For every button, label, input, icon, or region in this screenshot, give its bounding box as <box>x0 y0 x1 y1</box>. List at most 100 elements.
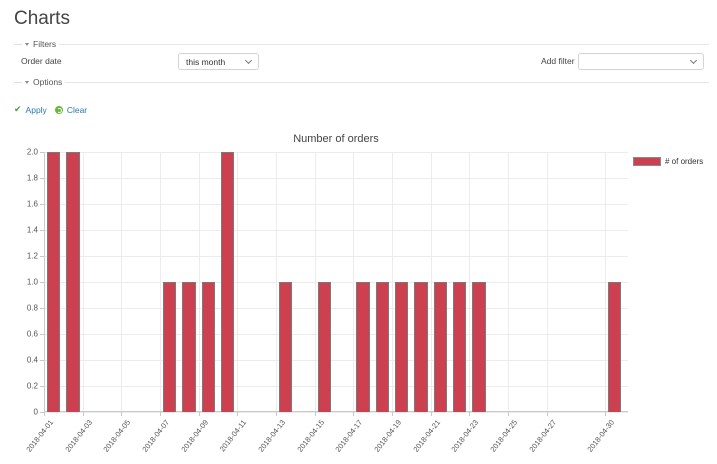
y-tick-mark <box>40 256 44 257</box>
chart-title: Number of orders <box>293 133 379 145</box>
chevron-down-icon <box>689 56 698 65</box>
gridline <box>44 308 628 309</box>
gridline <box>44 360 628 361</box>
x-tick-mark <box>44 412 45 416</box>
gridline <box>276 152 277 412</box>
legend-label: # of orders <box>665 157 704 166</box>
x-tick-mark <box>314 412 316 416</box>
filters-toggle[interactable]: Filters <box>22 39 59 49</box>
bar[interactable] <box>414 282 428 412</box>
gridline <box>44 204 628 205</box>
x-tick-mark <box>276 412 277 416</box>
x-tick-label: 2018-04-21 <box>411 418 442 454</box>
filters-fieldset: Filters <box>14 39 709 49</box>
gridline <box>353 152 355 412</box>
options-toggle[interactable]: Options <box>22 77 65 87</box>
gridline <box>604 152 606 412</box>
bar[interactable] <box>221 152 235 412</box>
x-tick-mark <box>430 412 432 416</box>
legend-swatch <box>633 157 661 166</box>
bar[interactable] <box>607 282 621 412</box>
x-tick-label: 2018-04-30 <box>585 418 616 454</box>
x-tick-label: 2018-04-23 <box>449 418 481 454</box>
gridline <box>121 152 123 412</box>
x-tick-mark <box>604 412 606 416</box>
gridline <box>198 152 200 412</box>
x-axis <box>44 411 628 412</box>
x-tick-mark <box>353 412 355 416</box>
filters-legend-label: Filters <box>33 39 57 49</box>
bar[interactable] <box>375 282 389 412</box>
divider <box>14 43 22 45</box>
bar[interactable] <box>356 282 370 412</box>
divider <box>59 43 709 45</box>
gridline <box>44 178 628 179</box>
gridline <box>237 152 239 412</box>
chevron-down-icon <box>244 56 253 65</box>
y-tick-label: 2.0 <box>26 147 38 157</box>
x-tick-label: 2018-04-03 <box>63 418 94 454</box>
y-tick-mark <box>40 230 44 231</box>
x-tick-label: 2018-04-27 <box>527 418 558 454</box>
bar[interactable] <box>163 282 177 412</box>
x-tick-mark <box>82 412 84 416</box>
gridline <box>546 152 548 412</box>
x-tick-label: 2018-04-09 <box>179 418 210 454</box>
triangle-down-icon <box>25 80 29 84</box>
y-tick-mark <box>40 412 44 413</box>
bar[interactable] <box>453 282 467 412</box>
y-tick-label: 1.2 <box>26 251 38 261</box>
x-tick-label: 2018-04-11 <box>218 418 249 454</box>
bar[interactable] <box>66 152 80 412</box>
y-axis <box>44 152 45 412</box>
x-tick-mark <box>121 412 123 416</box>
clear-button[interactable]: Clear <box>54 105 87 115</box>
y-tick-mark <box>40 308 44 309</box>
gridline <box>44 256 628 257</box>
order-date-value: this month <box>186 56 226 67</box>
x-tick-mark <box>508 412 509 416</box>
x-tick-label: 2018-04-07 <box>140 418 172 454</box>
gridline <box>44 386 628 387</box>
y-tick-mark <box>40 360 44 361</box>
y-tick-label: 0.6 <box>26 329 38 339</box>
gridline <box>392 152 393 412</box>
x-tick-label: 2018-04-15 <box>295 418 326 454</box>
bar[interactable] <box>472 282 486 412</box>
x-tick-label: 2018-04-13 <box>256 418 288 454</box>
divider <box>65 81 709 83</box>
checkmark-icon: ✔ <box>14 104 22 114</box>
y-tick-label: 1.8 <box>26 173 38 183</box>
gridline <box>314 152 316 412</box>
apply-button[interactable]: ✔ Apply <box>14 104 47 115</box>
gridline <box>469 152 471 412</box>
gridline <box>44 334 628 335</box>
x-tick-mark <box>392 412 393 416</box>
apply-label: Apply <box>25 104 47 115</box>
gridline <box>82 152 84 412</box>
bar[interactable] <box>279 282 293 412</box>
order-date-select[interactable]: this month <box>178 53 259 70</box>
orders-chart: Number of orders 0 0.2 0.4 0.6 0.8 1.0 1.2 1.4 1… <box>0 125 717 464</box>
x-tick-label: 2018-04-25 <box>488 418 520 454</box>
y-tick-label: 0 <box>33 407 38 417</box>
bar[interactable] <box>47 152 61 412</box>
page-title: Charts <box>14 8 70 29</box>
bar[interactable] <box>182 282 196 412</box>
y-tick-label: 1.4 <box>26 225 38 235</box>
bar[interactable] <box>395 282 409 412</box>
y-tick-label: 1.0 <box>26 277 38 287</box>
reload-icon <box>54 105 63 114</box>
filter-actions: ✔ Apply Clear <box>14 104 87 115</box>
gridline <box>44 152 628 153</box>
gridline <box>160 152 161 412</box>
bar[interactable] <box>201 282 215 412</box>
y-tick-mark <box>40 152 44 153</box>
options-legend-label: Options <box>33 77 63 87</box>
bar[interactable] <box>433 282 447 412</box>
gridline <box>44 230 628 231</box>
add-filter-select[interactable] <box>578 53 704 70</box>
x-tick-mark <box>160 412 161 416</box>
bar[interactable] <box>317 282 331 412</box>
gridline <box>44 412 628 413</box>
